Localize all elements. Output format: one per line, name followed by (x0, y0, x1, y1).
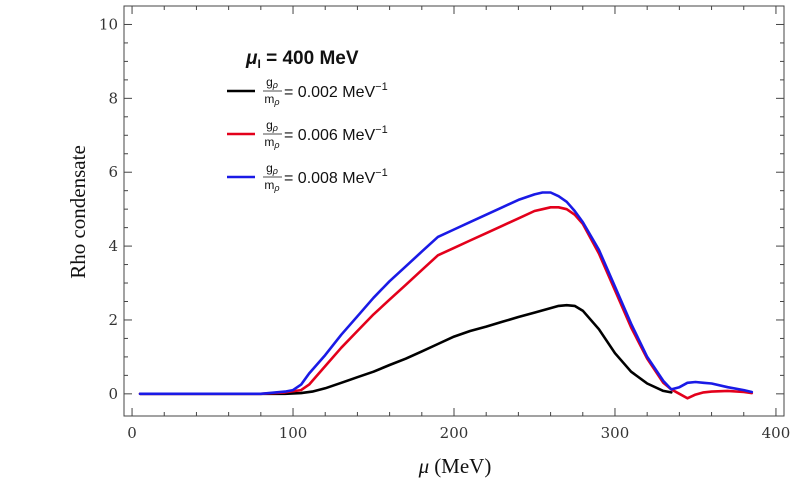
plot-border (123, 5, 785, 417)
legend-header-value: = 400 MeV (261, 48, 359, 69)
legend-header-symbol: μ (245, 48, 258, 69)
series-line-2 (138, 206, 754, 400)
legend-frac-numerator: gρ (266, 118, 278, 133)
x-tick-label: 200 (440, 424, 469, 442)
y-tick-label: 0 (108, 385, 118, 403)
legend-frac-denominator: mρ (264, 178, 279, 193)
y-tick-label: 10 (99, 15, 118, 33)
legend: μI = 400 MeV gρ mρ = 0.002 MeV−1 gρ mρ = 0.… (227, 48, 388, 193)
x-tick-label: 400 (762, 424, 791, 442)
y-tick-label: 4 (108, 237, 118, 255)
legend-frac-denominator: mρ (264, 135, 279, 150)
legend-entry-label: = 0.008 MeV−1 (284, 167, 388, 187)
legend-entry-1: gρ mρ = 0.002 MeV−1 (227, 75, 388, 107)
x-tick-label: 0 (127, 424, 137, 442)
series-line-1 (138, 303, 673, 396)
legend-frac-numerator: gρ (266, 75, 278, 90)
series-line-3 (138, 191, 754, 396)
legend-header-subscript: I (257, 57, 260, 71)
y-axis-title: Rho condensate (66, 145, 90, 279)
y-tick-label: 8 (108, 89, 118, 107)
x-axis-unit: (MeV) (434, 454, 491, 478)
legend-entry-label: = 0.006 MeV−1 (284, 124, 388, 144)
legend-entry-2: gρ mρ = 0.006 MeV−1 (227, 118, 388, 150)
legend-frac-numerator: gρ (266, 161, 278, 176)
x-tick-label: 100 (279, 424, 308, 442)
legend-entry-3: gρ mρ = 0.008 MeV−1 (227, 161, 388, 193)
legend-entry-label: = 0.002 MeV−1 (284, 81, 388, 101)
legend-header: μI = 400 MeV (245, 48, 359, 71)
series-lines (138, 191, 754, 400)
y-tick-label: 6 (108, 163, 118, 181)
x-axis-title: μ (MeV) (418, 454, 492, 478)
y-tick-label: 2 (108, 311, 118, 329)
legend-frac-denominator: mρ (264, 92, 279, 107)
x-axis-symbol: μ (418, 454, 430, 478)
plot-frame (123, 5, 785, 417)
x-tick-label: 300 (601, 424, 630, 442)
axis-ticks: 0 100 200 300 400 0 2 4 6 8 10 (99, 6, 790, 442)
